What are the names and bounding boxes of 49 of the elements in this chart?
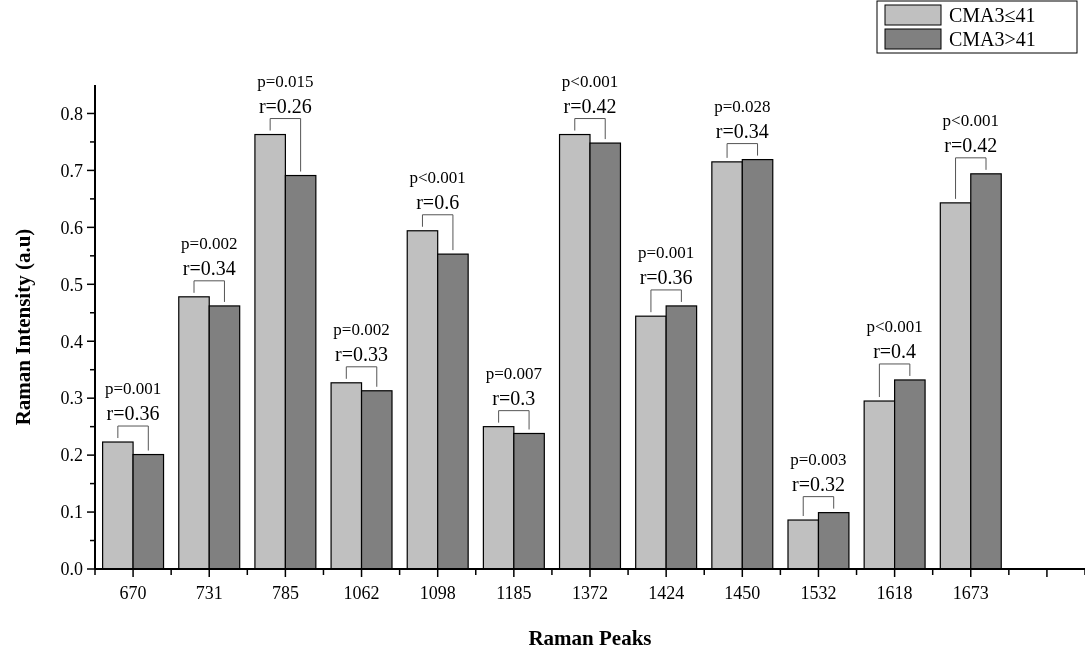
x-tick-label: 670	[119, 583, 147, 603]
y-tick-label: 0.1	[60, 502, 83, 523]
annotation: p<0.001	[942, 110, 999, 130]
x-tick-label: 731	[195, 583, 223, 603]
x-tick-label: 1532	[800, 583, 837, 603]
annotation: p=0.007	[485, 363, 543, 383]
x-tick-label: 1062	[343, 583, 380, 603]
annotation: r=0.42	[944, 133, 998, 156]
annotation: p=0.002	[181, 233, 238, 253]
y-tick-label: 0.6	[60, 217, 83, 238]
y-tick-label: 0.3	[60, 388, 83, 409]
annotation: r=0.3	[492, 386, 536, 409]
x-tick-label: 1372	[572, 583, 608, 603]
x-tick-label: 785	[271, 583, 299, 603]
annotation: p<0.001	[561, 71, 619, 91]
x-tick-label: 1185	[496, 583, 532, 603]
annotation: r=0.34	[715, 119, 769, 142]
annotation: p=0.001	[104, 379, 162, 399]
legend-label: CMA3>41	[949, 28, 1036, 50]
annotation: r=0.4	[873, 339, 917, 362]
annotation: r=0.33	[335, 342, 389, 365]
x-tick-label: 1450	[724, 583, 761, 603]
annotation: p<0.001	[866, 316, 923, 336]
annotation: p<0.001	[409, 167, 466, 187]
annotation: r=0.32	[791, 472, 845, 495]
x-tick-label: 1618	[876, 583, 913, 603]
annotation: r=0.36	[639, 265, 693, 288]
legend-label: CMA3≤41	[949, 4, 1036, 26]
annotation: p=0.003	[790, 449, 847, 469]
annotation: p=0.002	[333, 319, 390, 339]
x-tick-label: 1673	[952, 583, 989, 603]
y-tick-label: 0.2	[60, 445, 83, 466]
annotation: r=0.36	[106, 402, 160, 425]
y-tick-label: 0.7	[60, 160, 83, 181]
y-tick-label: 0.8	[60, 103, 83, 124]
annotation: p=0.015	[257, 71, 314, 91]
x-axis-title: Raman Peaks	[528, 626, 652, 650]
annotation: r=0.42	[563, 94, 617, 117]
y-tick-label: 0.5	[60, 274, 83, 295]
annotation: p=0.028	[714, 96, 771, 116]
annotation: r=0.34	[182, 256, 236, 279]
annotation: r=0.26	[258, 94, 312, 117]
y-axis-title: Raman Intensity (a.u)	[11, 228, 35, 426]
annotation: r=0.6	[416, 190, 460, 213]
annotation: p=0.001	[637, 242, 695, 262]
y-tick-label: 0.0	[60, 559, 83, 580]
x-tick-label: 1424	[648, 583, 685, 603]
y-tick-label: 0.4	[60, 331, 83, 352]
x-tick-label: 1098	[419, 583, 456, 603]
